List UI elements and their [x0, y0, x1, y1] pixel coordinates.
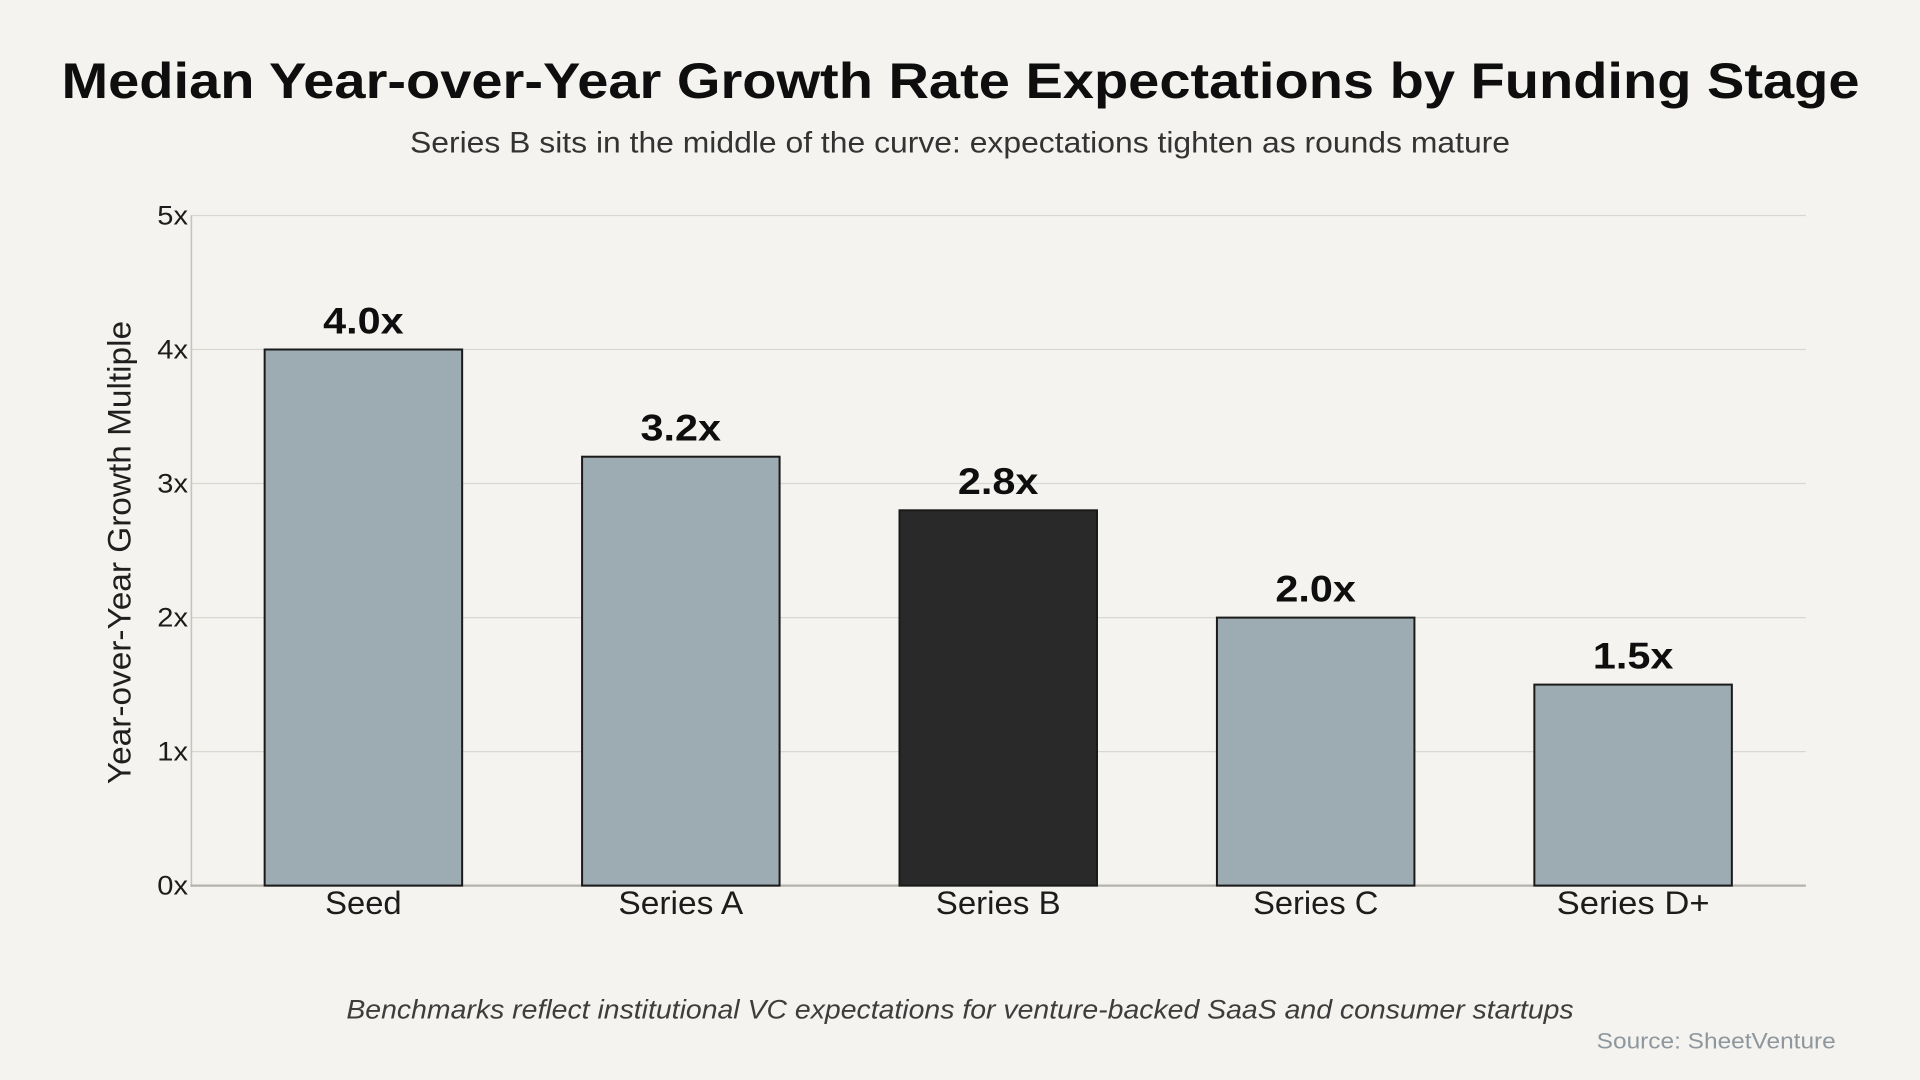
- svg-text:3.2x: 3.2x: [641, 408, 722, 449]
- svg-text:1.5x: 1.5x: [1593, 635, 1674, 676]
- svg-text:Median Year-over-Year Growth R: Median Year-over-Year Growth Rate Expect…: [62, 53, 1860, 109]
- svg-text:2.8x: 2.8x: [958, 461, 1039, 502]
- svg-text:Series A: Series A: [618, 885, 743, 921]
- svg-text:4x: 4x: [157, 335, 188, 365]
- svg-text:3x: 3x: [157, 469, 188, 499]
- svg-text:Source: SheetVenture: Source: SheetVenture: [1597, 1028, 1836, 1053]
- svg-text:Year-over-Year Growth Multiple: Year-over-Year Growth Multiple: [102, 321, 138, 784]
- svg-text:2x: 2x: [157, 603, 188, 633]
- svg-text:Benchmarks reflect institution: Benchmarks reflect institutional VC expe…: [346, 994, 1573, 1024]
- svg-text:Seed: Seed: [325, 885, 402, 921]
- svg-text:Series D+: Series D+: [1557, 885, 1710, 921]
- svg-text:5x: 5x: [157, 201, 188, 231]
- svg-text:1x: 1x: [157, 737, 188, 767]
- svg-text:Series B sits in the middle of: Series B sits in the middle of the curve…: [410, 126, 1510, 159]
- svg-text:Series C: Series C: [1253, 885, 1378, 921]
- svg-text:0x: 0x: [157, 871, 188, 901]
- svg-text:4.0x: 4.0x: [323, 300, 404, 341]
- svg-text:Series B: Series B: [936, 885, 1061, 921]
- svg-text:2.0x: 2.0x: [1275, 568, 1356, 609]
